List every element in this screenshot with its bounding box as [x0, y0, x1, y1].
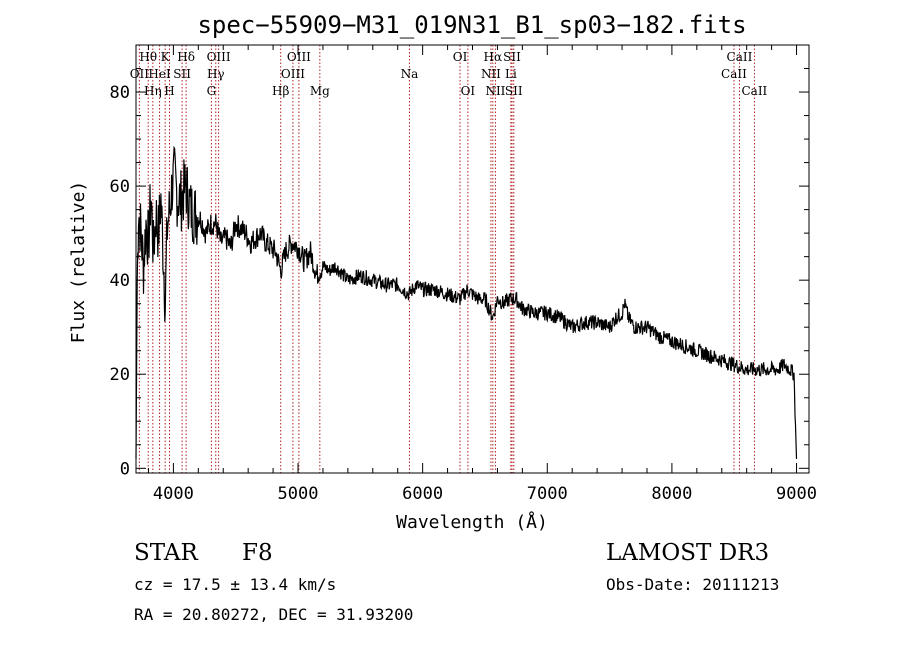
- line-marker-label-7: SII: [173, 67, 191, 81]
- line-markers-group: [138, 45, 755, 473]
- line-marker-label-9: Hγ: [207, 67, 225, 81]
- x-tick-label: 7000: [527, 484, 568, 504]
- velocity-readout: cz = 17.5 ± 13.4 km/s: [134, 575, 336, 594]
- line-marker-label-4: HeI: [148, 67, 171, 81]
- axis-ticks-group: [136, 45, 809, 473]
- x-tick-label: 5000: [278, 484, 319, 504]
- line-marker-label-26: CaII: [741, 84, 767, 98]
- survey-name: LAMOST DR3: [606, 540, 769, 566]
- line-marker-label-8: OIII: [207, 50, 231, 64]
- x-tick-label: 8000: [651, 484, 692, 504]
- line-marker-label-24: CaII: [727, 50, 753, 64]
- line-marker-label-17: OI: [461, 84, 476, 98]
- line-marker-label-0: Hθ: [139, 50, 157, 64]
- line-marker-label-14: Mg: [310, 84, 330, 98]
- x-tick-label: 4000: [153, 484, 194, 504]
- y-axis-label: Flux (relative): [68, 181, 89, 344]
- chart-title: spec−55909−M31_019N31_B1_sp03−182.fits: [197, 11, 746, 39]
- line-marker-label-15: Na: [401, 67, 419, 81]
- y-tick-label: 60: [110, 177, 130, 197]
- line-marker-label-10: G: [207, 84, 217, 98]
- x-tick-labels: 4000 5000 6000 7000 8000 9000: [153, 484, 817, 504]
- line-marker-label-6: Hδ: [177, 50, 195, 64]
- obs-date: Obs-Date: 20111213: [606, 575, 779, 594]
- spectrum-line: [135, 145, 798, 459]
- line-marker-label-3: K: [161, 50, 171, 64]
- line-marker-label-25: CaII: [721, 67, 747, 81]
- line-marker-label-21: Li: [505, 67, 517, 81]
- subclass: F8: [242, 540, 273, 566]
- line-marker-label-22: NII: [485, 84, 505, 98]
- line-marker-label-20: NII: [481, 67, 501, 81]
- coordinates: RA = 20.80272, DEC = 31.93200: [134, 605, 413, 624]
- line-marker-label-16: OI: [453, 50, 468, 64]
- x-tick-label: 6000: [402, 484, 443, 504]
- line-marker-label-11: OIII: [287, 50, 311, 64]
- y-tick-label: 20: [110, 365, 130, 385]
- line-marker-label-1: OII: [130, 67, 150, 81]
- line-marker-label-5: H: [164, 84, 174, 98]
- line-marker-label-23: SII: [505, 84, 523, 98]
- line-marker-label-2: Hη: [144, 84, 162, 98]
- y-tick-label: 80: [110, 83, 130, 103]
- x-axis-label: Wavelength (Å): [396, 511, 548, 533]
- plot-frame: [135, 44, 810, 474]
- y-tick-labels: 0 20 40 60 80: [110, 83, 130, 479]
- line-marker-labels-group: Hθ OII Hη K HeI H Hδ SII OIII Hγ G OIII OIII Hβ Mg Na OI…: [130, 50, 768, 98]
- line-marker-label-19: SII: [503, 50, 521, 64]
- line-marker-label-12: OIII: [281, 67, 305, 81]
- line-marker-label-13: Hβ: [272, 84, 289, 98]
- object-class: STAR: [134, 540, 198, 566]
- x-tick-label: 9000: [776, 484, 817, 504]
- line-marker-label-18: Hα: [484, 50, 503, 64]
- y-tick-label: 40: [110, 271, 130, 291]
- y-tick-label: 0: [120, 459, 130, 479]
